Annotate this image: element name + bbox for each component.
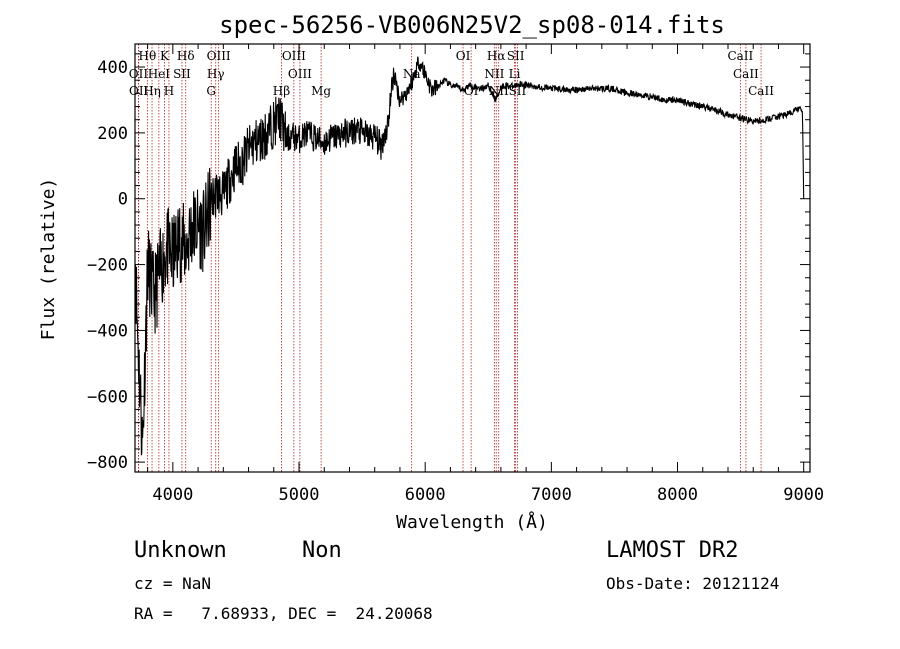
- spectral-line-label: OI: [456, 49, 471, 63]
- spectral-line-label: CaII: [727, 49, 753, 63]
- spectral-line-label: CaII: [733, 67, 759, 81]
- x-tick-labels: 4000 5000 6000 7000 8000 9000: [152, 485, 824, 505]
- spectral-line-label: OII: [129, 84, 149, 98]
- y-tick-label: −600: [87, 387, 128, 407]
- spectral-line-label: NII: [484, 67, 504, 81]
- spectrum-series: [134, 56, 805, 456]
- spectral-line-markers: [138, 44, 762, 472]
- spectral-line-label: OII: [129, 67, 149, 81]
- chart-title: spec-56256-VB006N25V2_sp08-014.fits: [219, 11, 725, 39]
- x-axis-label: Wavelength (Å): [396, 511, 548, 533]
- y-tick-label: 0: [118, 190, 128, 210]
- spectral-line-label: SII: [173, 67, 191, 81]
- spectral-line-label: OIII: [288, 67, 312, 81]
- spectral-line-label: Hβ: [273, 84, 290, 98]
- x-tick-label: 6000: [405, 485, 446, 505]
- object-subclass: Non: [302, 538, 342, 563]
- spectral-line-label: Hθ: [139, 49, 157, 63]
- y-tick-label: −400: [87, 321, 128, 341]
- spectral-line-label: OIII: [207, 49, 231, 63]
- spectral-line-label: CaII: [748, 84, 774, 98]
- spectral-line-label: Hα: [487, 49, 506, 63]
- spectral-line-label: SII: [507, 49, 525, 63]
- redshift-text: cz = NaN: [134, 574, 212, 593]
- x-tick-label: 8000: [657, 485, 698, 505]
- object-class: Unknown: [134, 538, 227, 563]
- survey-name: LAMOST DR2: [606, 538, 739, 563]
- spectral-line-label: H: [164, 84, 174, 98]
- spectral-line-label: Hγ: [207, 67, 225, 81]
- x-tick-label: 7000: [531, 485, 572, 505]
- spectral-line-label: Mg: [311, 84, 331, 98]
- y-tick-label: 200: [97, 124, 128, 144]
- spectral-line-label: K: [160, 49, 170, 63]
- plot-frame: [134, 43, 811, 473]
- spectral-line-label: Hδ: [177, 49, 195, 63]
- x-tick-label: 5000: [279, 485, 320, 505]
- axis-ticks: [135, 44, 810, 472]
- spectral-line-label: Li: [509, 67, 521, 81]
- y-tick-label: 400: [97, 58, 128, 78]
- y-axis-label: Flux (relative): [38, 178, 59, 341]
- y-tick-label: −200: [87, 256, 128, 276]
- obs-date-text: Obs-Date: 20121124: [606, 574, 780, 593]
- spectral-line-label: G: [206, 84, 216, 98]
- spectral-line-label: OIII: [282, 49, 306, 63]
- y-tick-label: −800: [87, 453, 128, 473]
- spectral-line-label: Hη: [143, 84, 161, 98]
- coordinates-text: RA = 7.68933, DEC = 24.20068: [134, 604, 433, 623]
- x-tick-label: 4000: [152, 485, 193, 505]
- spectral-line-label: HeI: [148, 67, 171, 81]
- y-tick-labels: −800 −600 −400 −200 0 200 400: [87, 58, 128, 473]
- x-tick-label: 9000: [783, 485, 824, 505]
